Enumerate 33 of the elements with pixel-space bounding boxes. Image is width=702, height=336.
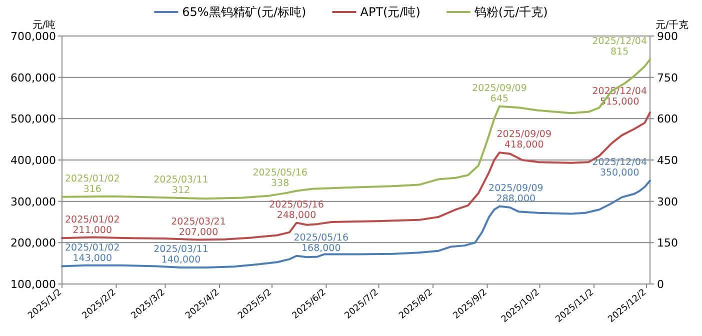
line-series [61,111,651,241]
data-label: 2025/01/02 211,000 [65,214,120,236]
y-tick-label: 300,000 [10,195,56,208]
data-label: 2025/03/11 140,000 [154,244,208,266]
y-axis-title: 元/吨 [32,19,56,31]
data-label: 2025/01/02 143,000 [65,242,120,264]
y2-tick-label: 0 [657,278,664,291]
y2-axis-title: 元/千克 [655,19,689,31]
data-label: 2025/05/16 248,000 [269,199,324,221]
data-label: 2025/09/09 418,000 [496,129,552,151]
data-label: 2025/03/21 207,000 [171,216,226,238]
legend-label: APT(元/吨) [360,5,420,19]
data-label: 2025/01/02 316 [65,173,120,195]
y-tick-label: 200,000 [10,236,56,250]
data-label: 2025/09/09 645 [472,82,527,104]
legend-label: 钨粉(元/千克) [473,5,548,19]
y-tick-label: 600,000 [10,71,56,84]
y2-tick-label: 600 [657,112,678,126]
data-label: 2025/03/11 312 [154,174,208,196]
y2-tick-label: 450 [657,154,678,167]
y2-tick-label: 900 [657,30,678,43]
y-tick-label: 100,000 [10,278,56,291]
y-tick-label: 500,000 [10,112,56,126]
data-label: 2025/12/04 815 [592,36,647,58]
y-tick-label: 700,000 [10,30,56,43]
y2-tick-label: 300 [657,195,678,208]
legend-label: 65%黑钨精矿(元/标吨) [182,5,306,19]
data-label: 2025/05/16 168,000 [294,232,349,254]
data-label: 2025/12/04 350,000 [592,157,647,179]
y2-tick-label: 750 [657,71,678,84]
data-label: 2025/05/16 338 [252,167,308,189]
y-tick-label: 400,000 [10,154,56,167]
y2-tick-label: 150 [657,236,678,250]
